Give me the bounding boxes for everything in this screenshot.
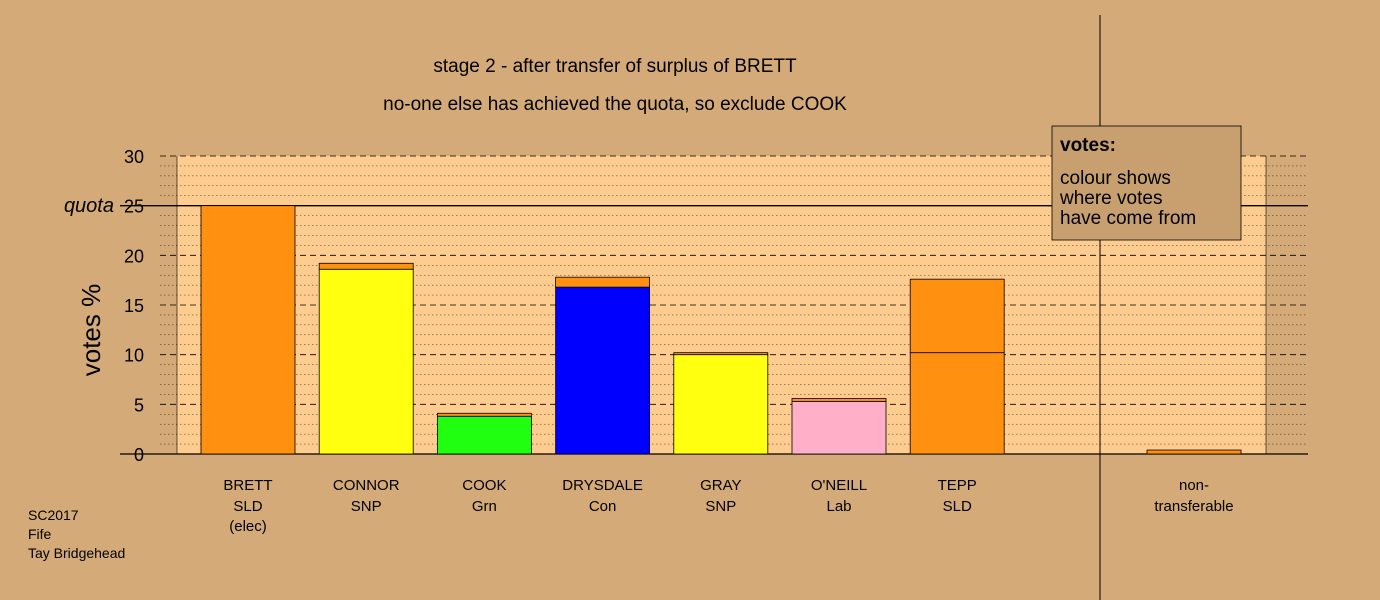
bar-segment: [436, 412, 532, 417]
quota-label: quota: [64, 195, 114, 217]
legend: votes: colour shows where votes have com…: [1051, 125, 1242, 241]
chart-title: stage 2 - after transfer of surplus of B…: [433, 56, 797, 77]
candidate-name: CONNOR: [333, 477, 400, 494]
candidate-party: Lab: [826, 498, 851, 515]
legend-line: where votes: [1059, 188, 1162, 209]
y-tick-label: 25: [124, 197, 144, 217]
bar-segment: [318, 262, 414, 270]
bars: [200, 205, 1242, 455]
candidate-name: DRYSDALE: [562, 477, 643, 494]
legend-title: votes:: [1060, 135, 1116, 156]
candidate-party: Grn: [472, 498, 497, 515]
bar-segment: [791, 400, 887, 455]
candidate-name: GRAY: [700, 477, 741, 494]
bar-segment: [555, 276, 650, 288]
y-tick-label: 5: [134, 395, 144, 415]
bar-segment: [909, 278, 1005, 354]
legend-line: colour shows: [1060, 168, 1171, 189]
y-axis: 0 5 10 15 20 25 30: [124, 147, 144, 465]
candidate-name: COOK: [462, 477, 506, 494]
bar-segment: [673, 352, 769, 356]
candidate-party: Con: [589, 498, 617, 515]
y-tick-label: 30: [124, 147, 144, 167]
candidate-name: O'NEILL: [811, 477, 867, 494]
bar-segment: [673, 354, 769, 455]
y-tick-label: 15: [124, 296, 144, 316]
candidate-note: (elec): [229, 518, 267, 535]
candidate-party: SNP: [351, 498, 382, 515]
chart-subtitle: no-one else has achieved the quota, so e…: [383, 94, 847, 115]
candidate-party: SLD: [233, 498, 262, 515]
y-axis-label: votes %: [76, 284, 106, 377]
candidate-party: SNP: [705, 498, 736, 515]
y-tick-label: 20: [124, 246, 144, 266]
bar-segment: [436, 415, 532, 455]
candidate-name: BRETT: [223, 477, 272, 494]
footer-line: Tay Bridgehead: [28, 545, 125, 561]
legend-line: have come from: [1060, 208, 1196, 229]
x-axis-labels: BRETT SLD (elec) CONNOR SNP COOK Grn DRYSDALE Co…: [223, 477, 1233, 535]
y-tick-label: 10: [124, 346, 144, 366]
non-transferable-bar: [1146, 449, 1242, 455]
candidate-name: TEPP: [938, 477, 977, 494]
bar-segment: [909, 352, 1005, 455]
y-tick-label: 0: [134, 445, 144, 465]
bar-segment: [791, 397, 887, 402]
footer-line: SC2017: [28, 507, 79, 523]
non-transferable-label: non-: [1179, 477, 1209, 494]
footer: SC2017 Fife Tay Bridgehead: [28, 507, 125, 561]
non-transferable-label: transferable: [1154, 498, 1233, 515]
bar-segment: [555, 286, 650, 455]
bar-segment: [200, 205, 296, 455]
candidate-party: SLD: [943, 498, 972, 515]
bar-segment: [318, 268, 414, 455]
legend-box: [1051, 125, 1242, 241]
footer-line: Fife: [28, 526, 52, 542]
